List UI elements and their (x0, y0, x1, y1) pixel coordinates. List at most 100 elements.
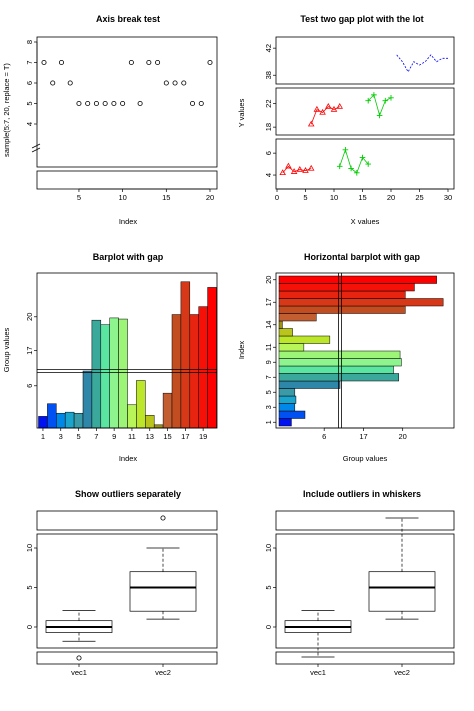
chart-title: Include outliers in whiskers (303, 489, 421, 499)
x-ticks: vec1 vec2 (71, 664, 171, 677)
series-marker-plus (365, 97, 371, 104)
x-tick-label: 25 (415, 193, 423, 202)
y-tick-label: 5 (264, 390, 273, 394)
x-tick-label: 0 (275, 193, 279, 202)
scatter-point (137, 101, 143, 107)
y-tick-label: 6 (25, 384, 34, 388)
x-tick-label: 15 (163, 432, 171, 441)
series-line (282, 165, 312, 174)
y-ticks: 0 5 10 (25, 544, 38, 629)
bar (73, 412, 84, 429)
x-tick-label: vec1 (71, 668, 87, 677)
x-ticks: 0 5 10 15 20 25 30 (275, 188, 452, 202)
series-marker-triangle (319, 108, 326, 115)
y-axis-label: Y values (237, 98, 246, 127)
bar (278, 350, 401, 359)
bar (82, 370, 93, 429)
scatter-point (120, 101, 126, 107)
y-ticks: 6 17 20 (25, 313, 37, 388)
x-tick-label: 7 (94, 432, 98, 441)
bar (189, 314, 199, 429)
scatter-point (198, 101, 204, 107)
series-marker-triangle (307, 120, 315, 127)
series-marker-plus (342, 147, 349, 153)
y-tick-label: 6 (25, 81, 34, 85)
y-ticks: 4 6 18 22 38 42 (264, 44, 276, 177)
chart-title: Test two gap plot with the lot (300, 14, 423, 24)
series-marker-triangle (279, 169, 286, 176)
bar (278, 388, 296, 397)
chart-title: Barplot with gap (93, 252, 164, 262)
series-marker-plus (376, 112, 383, 119)
scatter-point (111, 101, 117, 107)
scatter-point (93, 101, 99, 107)
y-tick-label: 7 (25, 60, 34, 64)
bar (278, 358, 402, 367)
outlier-point (160, 515, 166, 521)
x-tick-label: 3 (59, 432, 63, 441)
scatter-point (67, 80, 73, 86)
bar (278, 335, 331, 344)
series-line (396, 54, 448, 73)
bar (278, 283, 415, 292)
y-tick-label: 4 (264, 173, 273, 177)
scatter-point (41, 60, 47, 66)
bar (278, 305, 406, 314)
x-tick-label: 20 (399, 432, 407, 441)
y-ticks: 4 5 6 7 8 (25, 40, 37, 126)
scatter-point (102, 101, 108, 107)
box (368, 571, 436, 612)
bar (278, 290, 406, 299)
y-tick-label: 20 (25, 313, 34, 321)
bar (207, 287, 217, 429)
x-tick-label: 17 (359, 432, 367, 441)
bar (109, 317, 119, 429)
bar (38, 416, 48, 429)
series-line (339, 148, 369, 174)
boxes (284, 517, 436, 658)
scatter-point (128, 60, 134, 66)
bar (278, 313, 317, 322)
plot-frame-lower (275, 651, 455, 665)
bar (278, 380, 341, 389)
series-marker-triangle (313, 105, 321, 112)
x-axis-label: Group values (343, 454, 388, 463)
x-tick-label: 20 (387, 193, 395, 202)
series-marker-triangle (302, 167, 309, 173)
y-tick-label: 20 (264, 276, 273, 284)
bar (278, 365, 394, 374)
bar (136, 380, 146, 429)
y-tick-label: 11 (264, 343, 273, 351)
bar (278, 395, 297, 404)
box (129, 571, 197, 612)
chart-title: Show outliers separately (75, 489, 181, 499)
scatter-point (146, 60, 152, 66)
y-tick-label: 8 (25, 40, 34, 44)
plot-frame-low (275, 138, 455, 190)
scatter-point (181, 80, 187, 86)
chart-title: Horizontal barplot with gap (304, 252, 420, 262)
y-tick-label: 10 (25, 544, 34, 552)
bar (127, 404, 137, 429)
y-axis-label: Index (237, 341, 246, 360)
series-marker-triangle (307, 164, 315, 171)
x-tick-label: vec2 (394, 668, 410, 677)
panel-horizontal-barplot: Horizontal barplot with gap 1 3 5 7 9 11 14 17 2… (237, 252, 455, 463)
x-ticks: 1 3 5 7 9 11 13 15 17 19 (41, 427, 207, 441)
x-tick-label: 10 (118, 193, 126, 202)
series-marker-plus (382, 97, 389, 104)
y-tick-label: 14 (264, 321, 273, 329)
panel-axis-break-test: Axis break test 4 5 6 7 8 5 10 15 20 Index samp… (2, 14, 218, 226)
bar (180, 281, 191, 429)
y-tick-label: 9 (264, 360, 273, 364)
y-tick-label: 1 (264, 420, 273, 424)
x-tick-label: 5 (76, 432, 80, 441)
bar (278, 298, 444, 307)
x-tick-label: 15 (358, 193, 366, 202)
bar (153, 424, 164, 429)
x-tick-label: 15 (162, 193, 170, 202)
plot-frame-mid (275, 87, 455, 136)
bar (278, 418, 292, 427)
